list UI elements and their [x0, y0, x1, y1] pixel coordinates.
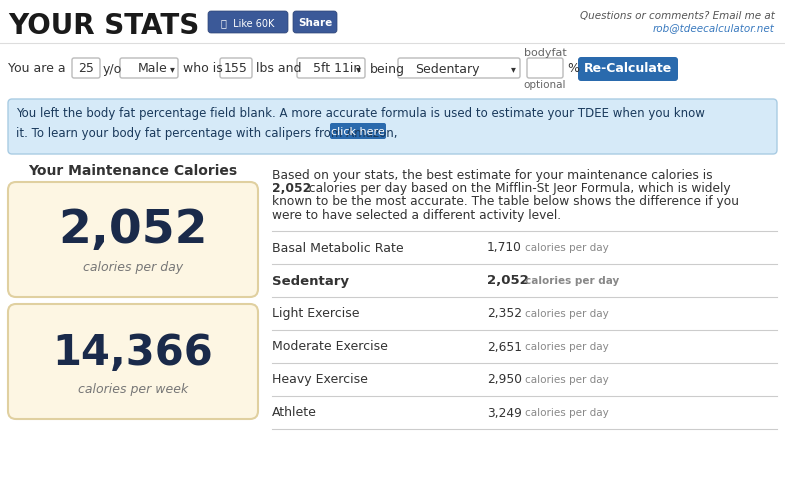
FancyBboxPatch shape [8, 100, 777, 155]
Text: 2,052: 2,052 [272, 182, 311, 195]
Text: Share: Share [298, 18, 332, 28]
Text: calories per week: calories per week [78, 382, 188, 395]
FancyBboxPatch shape [293, 12, 337, 34]
Text: Athlete: Athlete [272, 406, 317, 419]
Text: You are a: You are a [8, 62, 66, 75]
FancyBboxPatch shape [220, 59, 252, 79]
Text: 2,052: 2,052 [58, 208, 208, 253]
Text: who is: who is [183, 62, 223, 75]
Text: calories per day: calories per day [525, 374, 608, 384]
Text: calories per day: calories per day [83, 260, 183, 273]
Text: Basal Metabolic Rate: Basal Metabolic Rate [272, 241, 403, 254]
Text: lbs and: lbs and [256, 62, 301, 75]
Text: 155: 155 [224, 62, 248, 75]
Text: 1,710: 1,710 [487, 241, 522, 254]
Text: being: being [370, 62, 405, 75]
Text: Re-Calculate: Re-Calculate [584, 62, 672, 75]
Text: Based on your stats, the best estimate for your maintenance calories is: Based on your stats, the best estimate f… [272, 168, 713, 181]
Text: Moderate Exercise: Moderate Exercise [272, 340, 388, 353]
Text: 3,249: 3,249 [487, 406, 522, 419]
FancyBboxPatch shape [8, 305, 258, 419]
Text: Questions or comments? Email me at: Questions or comments? Email me at [580, 11, 775, 21]
Text: %: % [567, 62, 579, 75]
Text: calories per day: calories per day [525, 407, 608, 417]
Text: known to be the most accurate. The table below shows the difference if you: known to be the most accurate. The table… [272, 195, 739, 208]
Text: Light Exercise: Light Exercise [272, 307, 360, 320]
Text: calories per day: calories per day [525, 275, 619, 285]
FancyBboxPatch shape [527, 59, 563, 79]
Text: 2,950: 2,950 [487, 373, 522, 386]
Text: ▾: ▾ [170, 64, 175, 74]
Text: 2,052: 2,052 [487, 274, 529, 287]
FancyBboxPatch shape [330, 124, 386, 140]
Text: it. To learn your body fat percentage with calipers from Amazon,: it. To learn your body fat percentage wi… [16, 127, 397, 140]
FancyBboxPatch shape [398, 59, 520, 79]
FancyBboxPatch shape [208, 12, 288, 34]
Text: ▾: ▾ [356, 64, 361, 74]
FancyBboxPatch shape [120, 59, 178, 79]
Text: rob@tdeecalculator.net: rob@tdeecalculator.net [653, 23, 775, 33]
Text: optional: optional [524, 80, 566, 90]
Text: y/o: y/o [103, 62, 122, 75]
Text: ▾: ▾ [511, 64, 516, 74]
Text: 2,352: 2,352 [487, 307, 522, 320]
Text: Heavy Exercise: Heavy Exercise [272, 373, 368, 386]
Text: Sedentary: Sedentary [272, 274, 349, 287]
Text: 14,366: 14,366 [53, 331, 214, 373]
Text: 2,651: 2,651 [487, 340, 522, 353]
Text: calories per day: calories per day [525, 308, 608, 318]
Text: 25: 25 [78, 62, 94, 75]
Text: calories per day based on the Mifflin-St Jeor Formula, which is widely: calories per day based on the Mifflin-St… [305, 182, 731, 195]
FancyBboxPatch shape [8, 183, 258, 297]
Text: Sedentary: Sedentary [415, 62, 480, 75]
Text: 5ft 11in: 5ft 11in [313, 62, 361, 75]
Text: calories per day: calories per day [525, 243, 608, 252]
Text: Your Maintenance Calories: Your Maintenance Calories [28, 163, 238, 178]
FancyBboxPatch shape [578, 58, 678, 82]
FancyBboxPatch shape [72, 59, 100, 79]
Text: YOUR STATS: YOUR STATS [8, 12, 199, 40]
Text: click here: click here [331, 127, 385, 137]
Text: bodyfat: bodyfat [524, 48, 566, 58]
Text: calories per day: calories per day [525, 341, 608, 351]
Text: 👍  Like 60K: 👍 Like 60K [221, 18, 275, 28]
Text: You left the body fat percentage field blank. A more accurate formula is used to: You left the body fat percentage field b… [16, 107, 705, 120]
Text: Male: Male [138, 62, 168, 75]
Text: were to have selected a different activity level.: were to have selected a different activi… [272, 208, 561, 222]
FancyBboxPatch shape [297, 59, 365, 79]
